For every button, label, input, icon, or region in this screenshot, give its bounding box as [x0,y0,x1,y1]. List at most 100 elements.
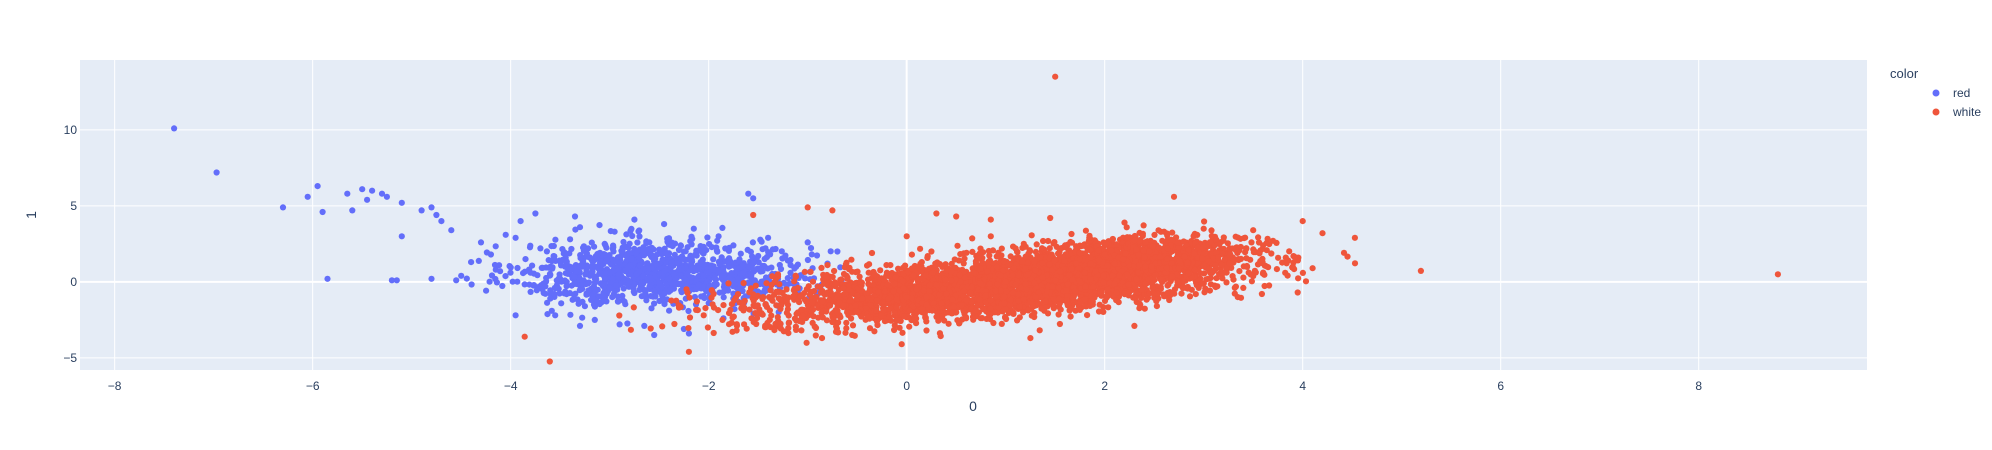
data-point-white [848,256,855,263]
data-point-white [896,324,903,331]
data-point-white [951,256,958,263]
data-point-white [801,268,808,275]
data-point-white [948,268,955,275]
data-point-white [840,302,847,309]
data-point-red [594,251,601,258]
data-point-white [1027,248,1034,255]
data-point-white [1125,281,1132,288]
data-point-white [926,282,933,289]
data-point-white [818,335,826,342]
data-point-white [710,304,718,311]
data-point-red [547,295,554,302]
data-point-white [976,296,984,303]
data-point-red [674,260,681,267]
data-point-red [685,330,693,337]
data-point-white [750,297,757,304]
data-point-red [678,287,685,294]
data-point-white [923,293,930,301]
data-point-red [714,248,721,255]
data-point-red [630,288,637,295]
data-point-white [901,313,908,320]
data-point-white [1351,260,1359,267]
data-point-white [796,317,803,325]
data-point-white [720,302,727,309]
data-point-white [1153,303,1160,310]
data-point-red [651,331,658,339]
data-point-red [736,258,743,265]
data-point-red [522,256,529,263]
data-point-white [905,269,912,276]
data-point-red [616,274,623,281]
data-point-white [746,306,753,313]
x-tick-label: 4 [1299,379,1306,393]
data-point-white [750,319,757,326]
data-point-white [1007,302,1014,309]
data-point-red [666,307,673,314]
data-point-red [561,249,568,256]
data-point-white [933,282,940,289]
data-point-white [1171,286,1178,293]
data-point-red [621,298,628,305]
data-point-red [776,261,783,269]
data-point-red [711,274,718,281]
data-point-white [956,319,963,327]
data-point-white [1015,298,1022,305]
data-point-red [685,307,692,315]
data-point-red [507,269,514,276]
data-point-red [517,218,524,225]
data-point-white [1055,311,1062,318]
data-point-white [979,259,986,266]
data-point-red [700,292,707,300]
data-point-white [894,317,901,324]
data-point-red [609,275,616,282]
data-point-white [1265,264,1272,271]
data-point-red [463,275,470,282]
data-point-red [623,231,630,238]
x-tick-label: 6 [1497,379,1504,393]
data-point-red [731,281,738,288]
data-point-white [900,285,907,292]
data-point-red [398,199,405,206]
data-point-white [936,291,943,298]
data-point-white [948,260,955,267]
data-point-white [977,265,984,272]
data-point-red [557,275,564,282]
data-point-red [486,278,493,285]
data-point-red [609,294,616,301]
data-point-red [594,286,601,293]
data-point-red [349,207,356,214]
data-point-red [628,256,635,263]
data-point-red [563,283,570,290]
data-point-red [640,248,647,255]
data-point-red [721,287,728,294]
data-point-red [561,277,569,284]
data-point-red [551,253,558,260]
data-point-red [665,235,673,242]
data-point-white [1223,279,1230,286]
data-point-white [1023,286,1030,293]
data-point-red [675,266,683,273]
data-point-white [881,288,889,295]
data-point-red [398,233,405,240]
data-point-white [1007,253,1014,260]
data-point-white [1028,232,1035,239]
data-point-white [865,269,872,276]
data-point-white [627,326,635,333]
data-point-red [576,322,584,329]
data-point-white [1076,306,1083,313]
y-tick-label: −5 [63,351,77,365]
data-point-red [383,193,390,200]
data-point-white [864,295,871,302]
data-point-white [986,311,993,318]
data-point-red [634,239,641,246]
data-point-red [640,273,647,280]
data-point-red [602,275,609,282]
data-point-white [908,265,916,272]
data-point-white [1020,296,1027,303]
data-point-red [477,239,485,246]
data-point-white [887,262,894,269]
data-point-white [1101,297,1109,304]
data-point-red [726,255,733,262]
data-point-red [596,222,603,229]
data-point-white [1213,275,1220,282]
